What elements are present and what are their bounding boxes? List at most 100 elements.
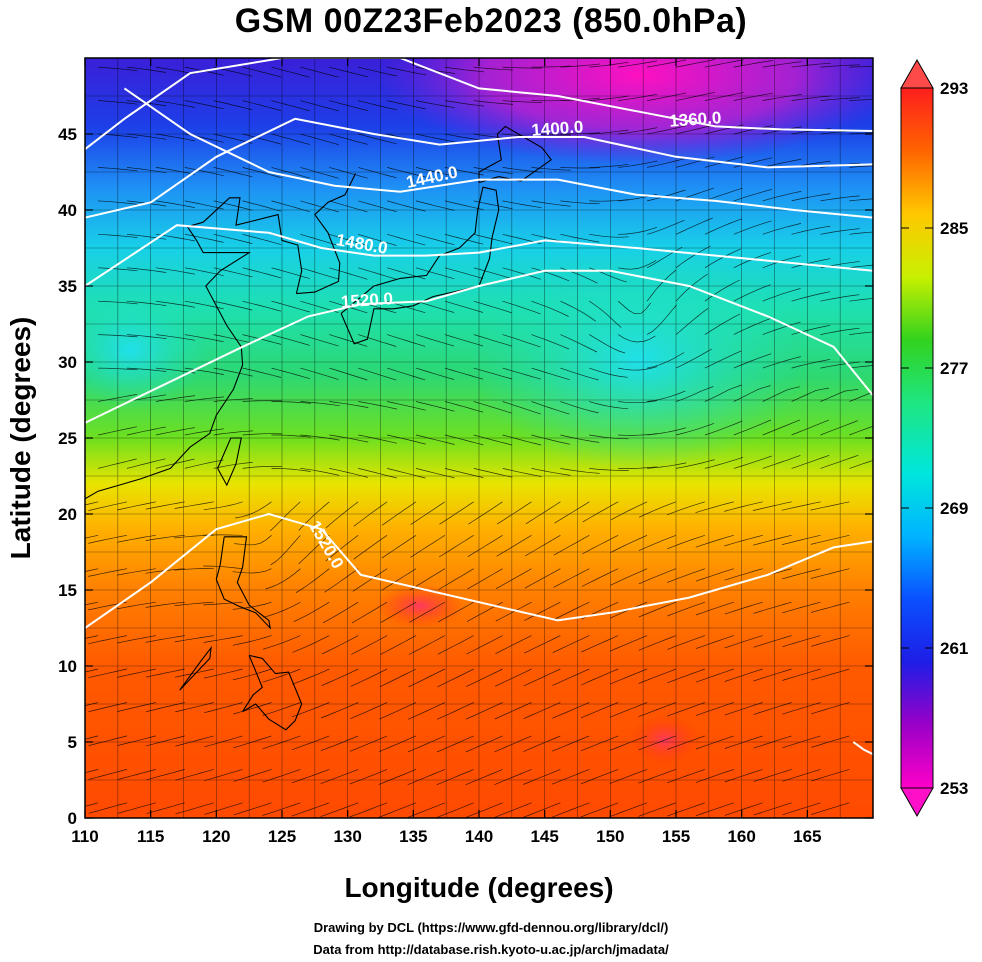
streamline xyxy=(415,267,455,280)
streamline xyxy=(782,668,821,681)
streamline xyxy=(85,601,99,606)
streamline xyxy=(203,565,243,570)
streamline xyxy=(145,501,185,510)
streamline xyxy=(262,802,301,816)
streamline xyxy=(667,568,706,583)
streamline xyxy=(358,401,398,410)
streamline xyxy=(820,361,860,369)
streamline xyxy=(781,501,821,511)
streamline xyxy=(174,635,214,643)
streamline xyxy=(242,465,282,469)
streamline xyxy=(638,769,677,784)
streamline xyxy=(387,100,426,110)
streamline xyxy=(235,501,272,519)
streamline xyxy=(811,802,850,815)
streamline xyxy=(849,132,873,135)
streamline xyxy=(820,454,859,469)
streamline xyxy=(320,802,359,817)
streamline xyxy=(667,702,706,717)
x-tick-label: 120 xyxy=(202,827,230,846)
streamline xyxy=(524,568,561,589)
streamline xyxy=(386,334,426,347)
streamline xyxy=(704,59,744,68)
streamline xyxy=(675,217,713,235)
streamline xyxy=(271,133,310,145)
streamline xyxy=(609,702,648,718)
streamline xyxy=(437,635,474,655)
streamline xyxy=(184,459,224,469)
streamline xyxy=(638,668,677,684)
streamline xyxy=(675,386,714,402)
streamline xyxy=(647,390,686,402)
streamline xyxy=(610,501,648,521)
streamline xyxy=(810,568,850,579)
streamline xyxy=(387,267,426,280)
colorbar-label: 285 xyxy=(940,219,968,238)
streamline xyxy=(213,398,254,402)
streamline xyxy=(444,434,484,446)
streamline xyxy=(329,100,368,111)
streamline xyxy=(175,769,214,781)
streamline xyxy=(560,200,600,205)
streamline xyxy=(647,125,686,135)
streamline xyxy=(762,191,802,202)
streamline xyxy=(117,802,156,814)
streamline xyxy=(523,668,561,687)
streamline xyxy=(695,568,734,582)
streamline xyxy=(438,535,474,558)
streamline xyxy=(126,133,167,140)
y-tick-label: 5 xyxy=(68,733,77,752)
streamline xyxy=(618,400,658,404)
streamline xyxy=(704,187,743,202)
streamline xyxy=(184,100,224,110)
streamline xyxy=(724,735,763,749)
streamline xyxy=(349,769,388,785)
streamline xyxy=(849,391,873,402)
streamline xyxy=(724,568,763,581)
streamline xyxy=(174,568,214,571)
streamline xyxy=(609,668,648,685)
streamline xyxy=(647,219,685,235)
streamline xyxy=(647,352,685,369)
streamline xyxy=(88,735,128,746)
streamline xyxy=(381,501,417,526)
streamline xyxy=(704,313,741,335)
streamline xyxy=(468,501,503,525)
streamline xyxy=(292,668,330,685)
streamline xyxy=(126,66,167,73)
streamline xyxy=(155,334,196,341)
streamline xyxy=(88,668,128,679)
streamline xyxy=(553,534,590,556)
streamline xyxy=(271,334,310,346)
streamline xyxy=(531,434,571,445)
streamline xyxy=(667,534,706,550)
streamline xyxy=(494,802,532,818)
streamline xyxy=(155,66,195,75)
streamline xyxy=(473,66,514,71)
streamline xyxy=(782,601,821,614)
streamline xyxy=(531,167,571,171)
streamline xyxy=(387,66,426,76)
streamline xyxy=(146,735,185,747)
streamline xyxy=(329,367,368,381)
x-tick-label: 150 xyxy=(596,827,624,846)
streamline xyxy=(638,735,677,751)
streamline xyxy=(358,233,397,246)
streamline xyxy=(242,66,282,78)
streamline xyxy=(293,601,330,623)
x-tick-label: 160 xyxy=(727,827,755,846)
streamline xyxy=(554,501,590,524)
streamline xyxy=(502,468,542,477)
streamline xyxy=(155,300,196,308)
x-tick-label: 110 xyxy=(71,827,98,846)
streamline xyxy=(98,233,138,238)
streamline xyxy=(85,735,99,740)
streamline xyxy=(409,568,446,591)
streamline xyxy=(638,635,677,651)
streamline xyxy=(213,300,253,311)
streamline xyxy=(473,367,513,380)
colorbar-ticks xyxy=(901,87,933,789)
colorbar-body xyxy=(900,87,934,789)
streamline xyxy=(387,468,426,479)
streamline xyxy=(646,304,677,335)
